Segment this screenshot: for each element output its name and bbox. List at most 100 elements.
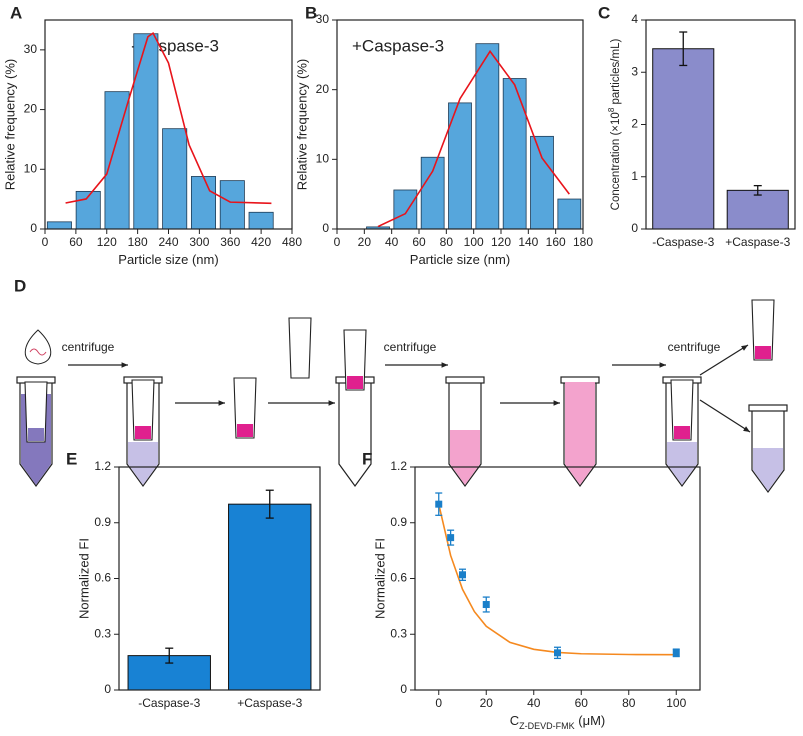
liquid xyxy=(450,430,480,485)
bar xyxy=(162,128,188,230)
x-tick-label: 100 xyxy=(666,696,686,710)
x-tick-label: 0 xyxy=(334,235,341,249)
arrow-head xyxy=(218,400,225,406)
arrow-head xyxy=(328,400,335,406)
x-tick-label: 40 xyxy=(385,235,399,249)
y-tick-label: 4 xyxy=(631,12,638,26)
filter xyxy=(28,428,44,441)
liquid xyxy=(753,448,783,491)
axes-frame xyxy=(118,466,321,691)
y-tick-label: 0 xyxy=(322,221,329,235)
bar xyxy=(133,33,159,230)
y-axis-label: Concentration (×108 particles/mL) xyxy=(607,39,622,211)
liquid xyxy=(667,442,697,485)
filter-insert xyxy=(288,317,312,379)
fit-curve xyxy=(377,49,570,228)
x-tick-label: 80 xyxy=(622,696,636,710)
x-tick-label: 0 xyxy=(42,235,49,249)
x-axis-label: Particle size (nm) xyxy=(118,252,218,267)
x-tick-label: 120 xyxy=(491,235,511,249)
bar xyxy=(46,221,72,230)
point xyxy=(482,601,490,609)
x-axis-label: Particle size (nm) xyxy=(410,252,510,267)
annotation: +Caspase-3 xyxy=(352,36,444,55)
x-tick-label: 60 xyxy=(575,696,589,710)
y-tick-label: 0.6 xyxy=(94,571,111,585)
y-tick-label: 0 xyxy=(104,682,111,696)
liquid xyxy=(128,442,158,485)
bar xyxy=(726,189,789,230)
y-tick-label: 0.3 xyxy=(94,626,111,640)
x-tick-label: 420 xyxy=(251,235,271,249)
x-tick-label: 20 xyxy=(480,696,494,710)
bar xyxy=(502,78,527,230)
y-tick-label: 20 xyxy=(316,82,330,96)
filter xyxy=(237,424,253,437)
x-tick-label: +Caspase-3 xyxy=(237,696,302,710)
x-tick-label: 180 xyxy=(128,235,148,249)
tube-rim xyxy=(748,404,788,412)
x-axis-label-sub: Z-DEVD-FMK xyxy=(519,721,575,731)
step-label: centrifuge xyxy=(62,340,115,354)
bar xyxy=(219,180,245,230)
x-tick-label: 60 xyxy=(412,235,426,249)
panel-label: A xyxy=(10,3,22,22)
bar xyxy=(475,43,500,230)
panel-label: E xyxy=(66,449,77,468)
filter-insert xyxy=(751,299,775,361)
x-tick-label: +Caspase-3 xyxy=(725,235,790,249)
x-tick-label: 480 xyxy=(282,235,302,249)
axes-frame xyxy=(336,19,584,230)
x-tick-label: 80 xyxy=(440,235,454,249)
bar xyxy=(228,503,312,691)
y-axis-label: Normalized FI xyxy=(76,538,91,619)
arrow-head xyxy=(553,400,560,406)
axes-frame xyxy=(44,19,293,230)
y-tick-label: 30 xyxy=(24,42,38,56)
y-tick-label: 30 xyxy=(316,12,330,26)
x-axis-label: CZ-DEVD-FMK (μM) xyxy=(510,713,605,731)
filter xyxy=(292,364,308,377)
y-tick-label: 0.3 xyxy=(390,626,407,640)
y-tick-label: 10 xyxy=(24,161,38,175)
y-tick-label: 20 xyxy=(24,102,38,116)
fit-curve xyxy=(65,31,272,205)
y-axis-label: Normalized FI xyxy=(372,538,387,619)
y-tick-label: 0 xyxy=(30,221,37,235)
step-label: centrifuge xyxy=(668,340,721,354)
y-axis-label: Relative frequency (%) xyxy=(2,59,17,191)
x-axis-label-main: Particle size (nm) xyxy=(410,252,510,267)
panel-label: F xyxy=(362,449,372,468)
x-axis-label-unit: (μM) xyxy=(575,713,606,728)
bar xyxy=(248,211,274,230)
x-tick-label: -Caspase-3 xyxy=(652,235,714,249)
filter-insert xyxy=(343,329,367,391)
arrow-head xyxy=(441,362,448,368)
y-tick-label: 0.9 xyxy=(390,515,407,529)
point xyxy=(672,649,680,657)
y-tick-label: 3 xyxy=(631,64,638,78)
arrow-head xyxy=(743,426,750,432)
x-tick-label: 60 xyxy=(69,235,83,249)
y-tick-label: 1.2 xyxy=(94,459,111,473)
x-tick-label: 40 xyxy=(527,696,541,710)
y-tick-label: 0 xyxy=(631,221,638,235)
y-tick-label: 10 xyxy=(316,152,330,166)
tube-rim xyxy=(445,376,485,384)
x-tick-label: 20 xyxy=(358,235,372,249)
y-axis-label-part: 8 xyxy=(607,107,616,112)
arrow-head xyxy=(741,345,748,351)
x-tick-label: 160 xyxy=(546,235,566,249)
arrow xyxy=(699,399,751,433)
y-tick-label: 0.9 xyxy=(94,515,111,529)
filter xyxy=(755,346,771,359)
bar xyxy=(420,156,445,230)
y-tick-label: 1.2 xyxy=(390,459,407,473)
panel-label: C xyxy=(598,3,610,22)
bar xyxy=(557,198,582,230)
panel-label: D xyxy=(14,276,26,295)
bar xyxy=(393,189,418,230)
point xyxy=(459,571,466,579)
x-tick-label: 0 xyxy=(435,696,442,710)
